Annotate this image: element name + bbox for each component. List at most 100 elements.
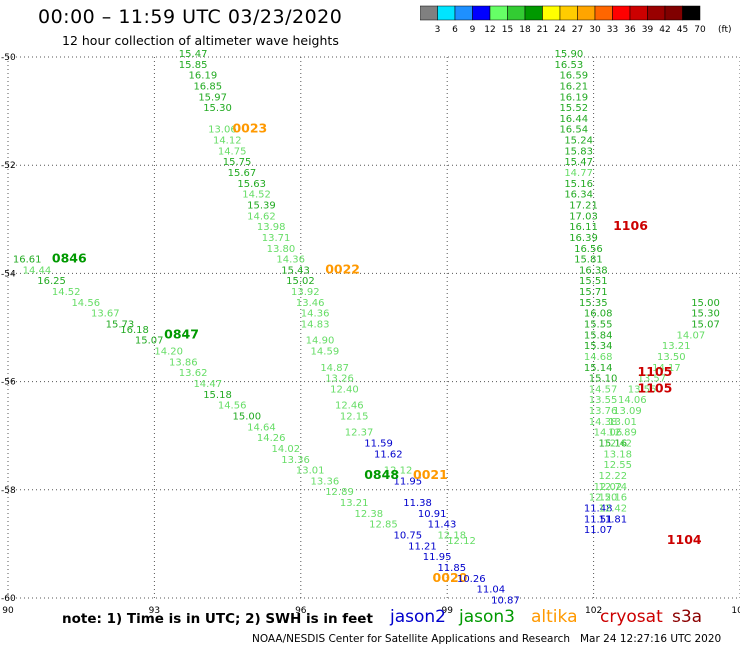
- swh-value-label: 16.44: [559, 114, 588, 125]
- swh-value-label: 11.38: [403, 498, 432, 509]
- swh-value-label: 15.34: [584, 341, 613, 352]
- swh-value-label: 10.75: [394, 530, 423, 541]
- swh-value-label: 14.59: [311, 347, 340, 358]
- swh-value-label: 14.75: [218, 146, 247, 157]
- generated-timestamp: Mar 24 12:27:16 UTC 2020: [580, 633, 722, 645]
- swh-value-label: 15.84: [584, 330, 613, 341]
- swh-value-label: 15.16: [564, 179, 593, 190]
- swh-value-label: 14.12: [213, 136, 242, 147]
- swh-value-label: 16.08: [584, 309, 613, 320]
- swh-value-label: 13.62: [179, 368, 208, 379]
- swh-value-label: 15.81: [574, 255, 603, 266]
- swh-value-label: 16.59: [559, 71, 588, 82]
- color-scale-bar: 3 6 9 12 15 18 21 24 27 30 33 36 39 42 45 70 (ft): [420, 5, 732, 34]
- x-tick-label: 96: [295, 606, 307, 616]
- swh-value-label: 14.52: [52, 287, 81, 298]
- swh-value-label: 15.24: [564, 136, 593, 147]
- swh-value-label: 14.56: [71, 298, 100, 309]
- swh-value-label: 16.53: [555, 60, 584, 71]
- colorbar-tick: 15: [502, 25, 513, 34]
- swh-value-label: 13.01: [296, 466, 325, 477]
- swh-value-label: 12.16: [598, 493, 627, 504]
- colorbar-tick: 6: [452, 25, 458, 34]
- pass-time-label: 1106: [613, 218, 648, 233]
- swh-value-label: 14.47: [193, 379, 222, 390]
- swh-value-label: 12.38: [354, 509, 383, 520]
- swh-value-label: 12.15: [340, 411, 369, 422]
- swh-value-label: 14.36: [301, 309, 330, 320]
- swh-value-label: 13.55: [628, 384, 657, 395]
- swh-value-label: 13.01: [608, 417, 637, 428]
- swh-value-label: 13.06: [208, 125, 237, 136]
- y-tick-label: -58: [1, 486, 16, 496]
- legend-s3a: s3a: [672, 607, 703, 627]
- swh-value-label: 15.43: [281, 265, 310, 276]
- swh-value-label: 10.91: [418, 509, 447, 520]
- x-tick-label: 102: [585, 606, 602, 616]
- swh-value-label: 12.74: [598, 482, 627, 493]
- chart-title: 00:00 – 11:59 UTC 03/23/2020: [38, 6, 343, 28]
- swh-value-label: 16.61: [13, 255, 42, 266]
- swh-value-label: 15.67: [228, 168, 257, 179]
- chart-subtitle: 12 hour collection of altimeter wave hei…: [62, 33, 339, 48]
- swh-value-label: 16.19: [189, 71, 218, 82]
- swh-value-label: 15.07: [135, 336, 164, 347]
- swh-value-label: 13.71: [262, 233, 291, 244]
- colorbar-tick: 9: [470, 25, 476, 34]
- swh-value-label: 11.07: [584, 525, 613, 536]
- pass-time-label: 0848: [364, 467, 399, 482]
- swh-value-label: 14.17: [652, 363, 681, 374]
- swh-value-label: 14.20: [154, 347, 183, 358]
- swh-value-label: 13.26: [325, 374, 354, 385]
- swh-value-label: 12.89: [608, 428, 637, 439]
- colorbar-tick: 45: [677, 25, 688, 34]
- swh-value-label: 11.85: [437, 563, 466, 574]
- colorbar-tick: 42: [659, 25, 670, 34]
- swh-value-label: 14.38: [589, 417, 618, 428]
- swh-value-label: 15.97: [198, 92, 227, 103]
- swh-value-label: 13.46: [296, 298, 325, 309]
- swh-value-label: 12.42: [598, 503, 627, 514]
- swh-value-label: 13.57: [638, 374, 667, 385]
- swh-value-label: 15.83: [564, 146, 593, 157]
- units-note: note: 1) Time is in UTC; 2) SWH is in fe…: [62, 611, 373, 627]
- swh-value-label: 15.73: [106, 320, 135, 331]
- swh-value-label: 14.26: [257, 433, 286, 444]
- swh-value-label: 11.48: [584, 503, 613, 514]
- swh-value-label: 15.00: [691, 298, 720, 309]
- swh-value-label: 12.89: [325, 487, 354, 498]
- swh-value-label: 15.63: [237, 179, 266, 190]
- swh-value-label: 13.21: [662, 341, 691, 352]
- swh-value-label: 13.98: [257, 222, 286, 233]
- pass-time-label: 0023: [232, 121, 267, 136]
- swh-value-label: 15.90: [555, 49, 584, 60]
- legend-altika: altika: [531, 607, 578, 627]
- swh-value-label: 12.12: [384, 466, 413, 477]
- swh-value-label: 16.21: [559, 81, 588, 92]
- swh-value-label: 14.02: [272, 444, 301, 455]
- swh-value-label: 11.21: [408, 541, 437, 552]
- swh-value-label: 16.85: [193, 81, 222, 92]
- swh-value-label: 12.55: [603, 460, 632, 471]
- colorbar-tick: 24: [554, 25, 566, 34]
- swh-value-label: 12.12: [447, 536, 476, 547]
- y-tick-label: -54: [1, 269, 16, 279]
- y-tick-label: -52: [1, 161, 16, 171]
- swh-value-label: 11.95: [394, 476, 423, 487]
- swh-value-label: 12.46: [335, 401, 364, 412]
- swh-value-label: 15.47: [564, 157, 593, 168]
- swh-value-label: 15.52: [559, 103, 588, 114]
- swh-value-label: 12.50: [589, 493, 618, 504]
- swh-value-label: 11.04: [476, 585, 505, 596]
- swh-value-label: 13.36: [311, 476, 340, 487]
- swh-value-label: 15.35: [579, 298, 608, 309]
- swh-value-label: 14.83: [301, 320, 330, 331]
- credit-line: NOAA/NESDIS Center for Satellite Applica…: [252, 633, 570, 645]
- pass-time-label: 0021: [413, 467, 448, 482]
- colorbar-unit: (ft): [718, 25, 732, 34]
- swh-value-label: 14.77: [564, 168, 593, 179]
- swh-value-label: 13.18: [603, 449, 632, 460]
- swh-value-label: 16.11: [569, 222, 598, 233]
- swh-value-label: 12.37: [345, 428, 374, 439]
- swh-value-label: 14.57: [589, 384, 618, 395]
